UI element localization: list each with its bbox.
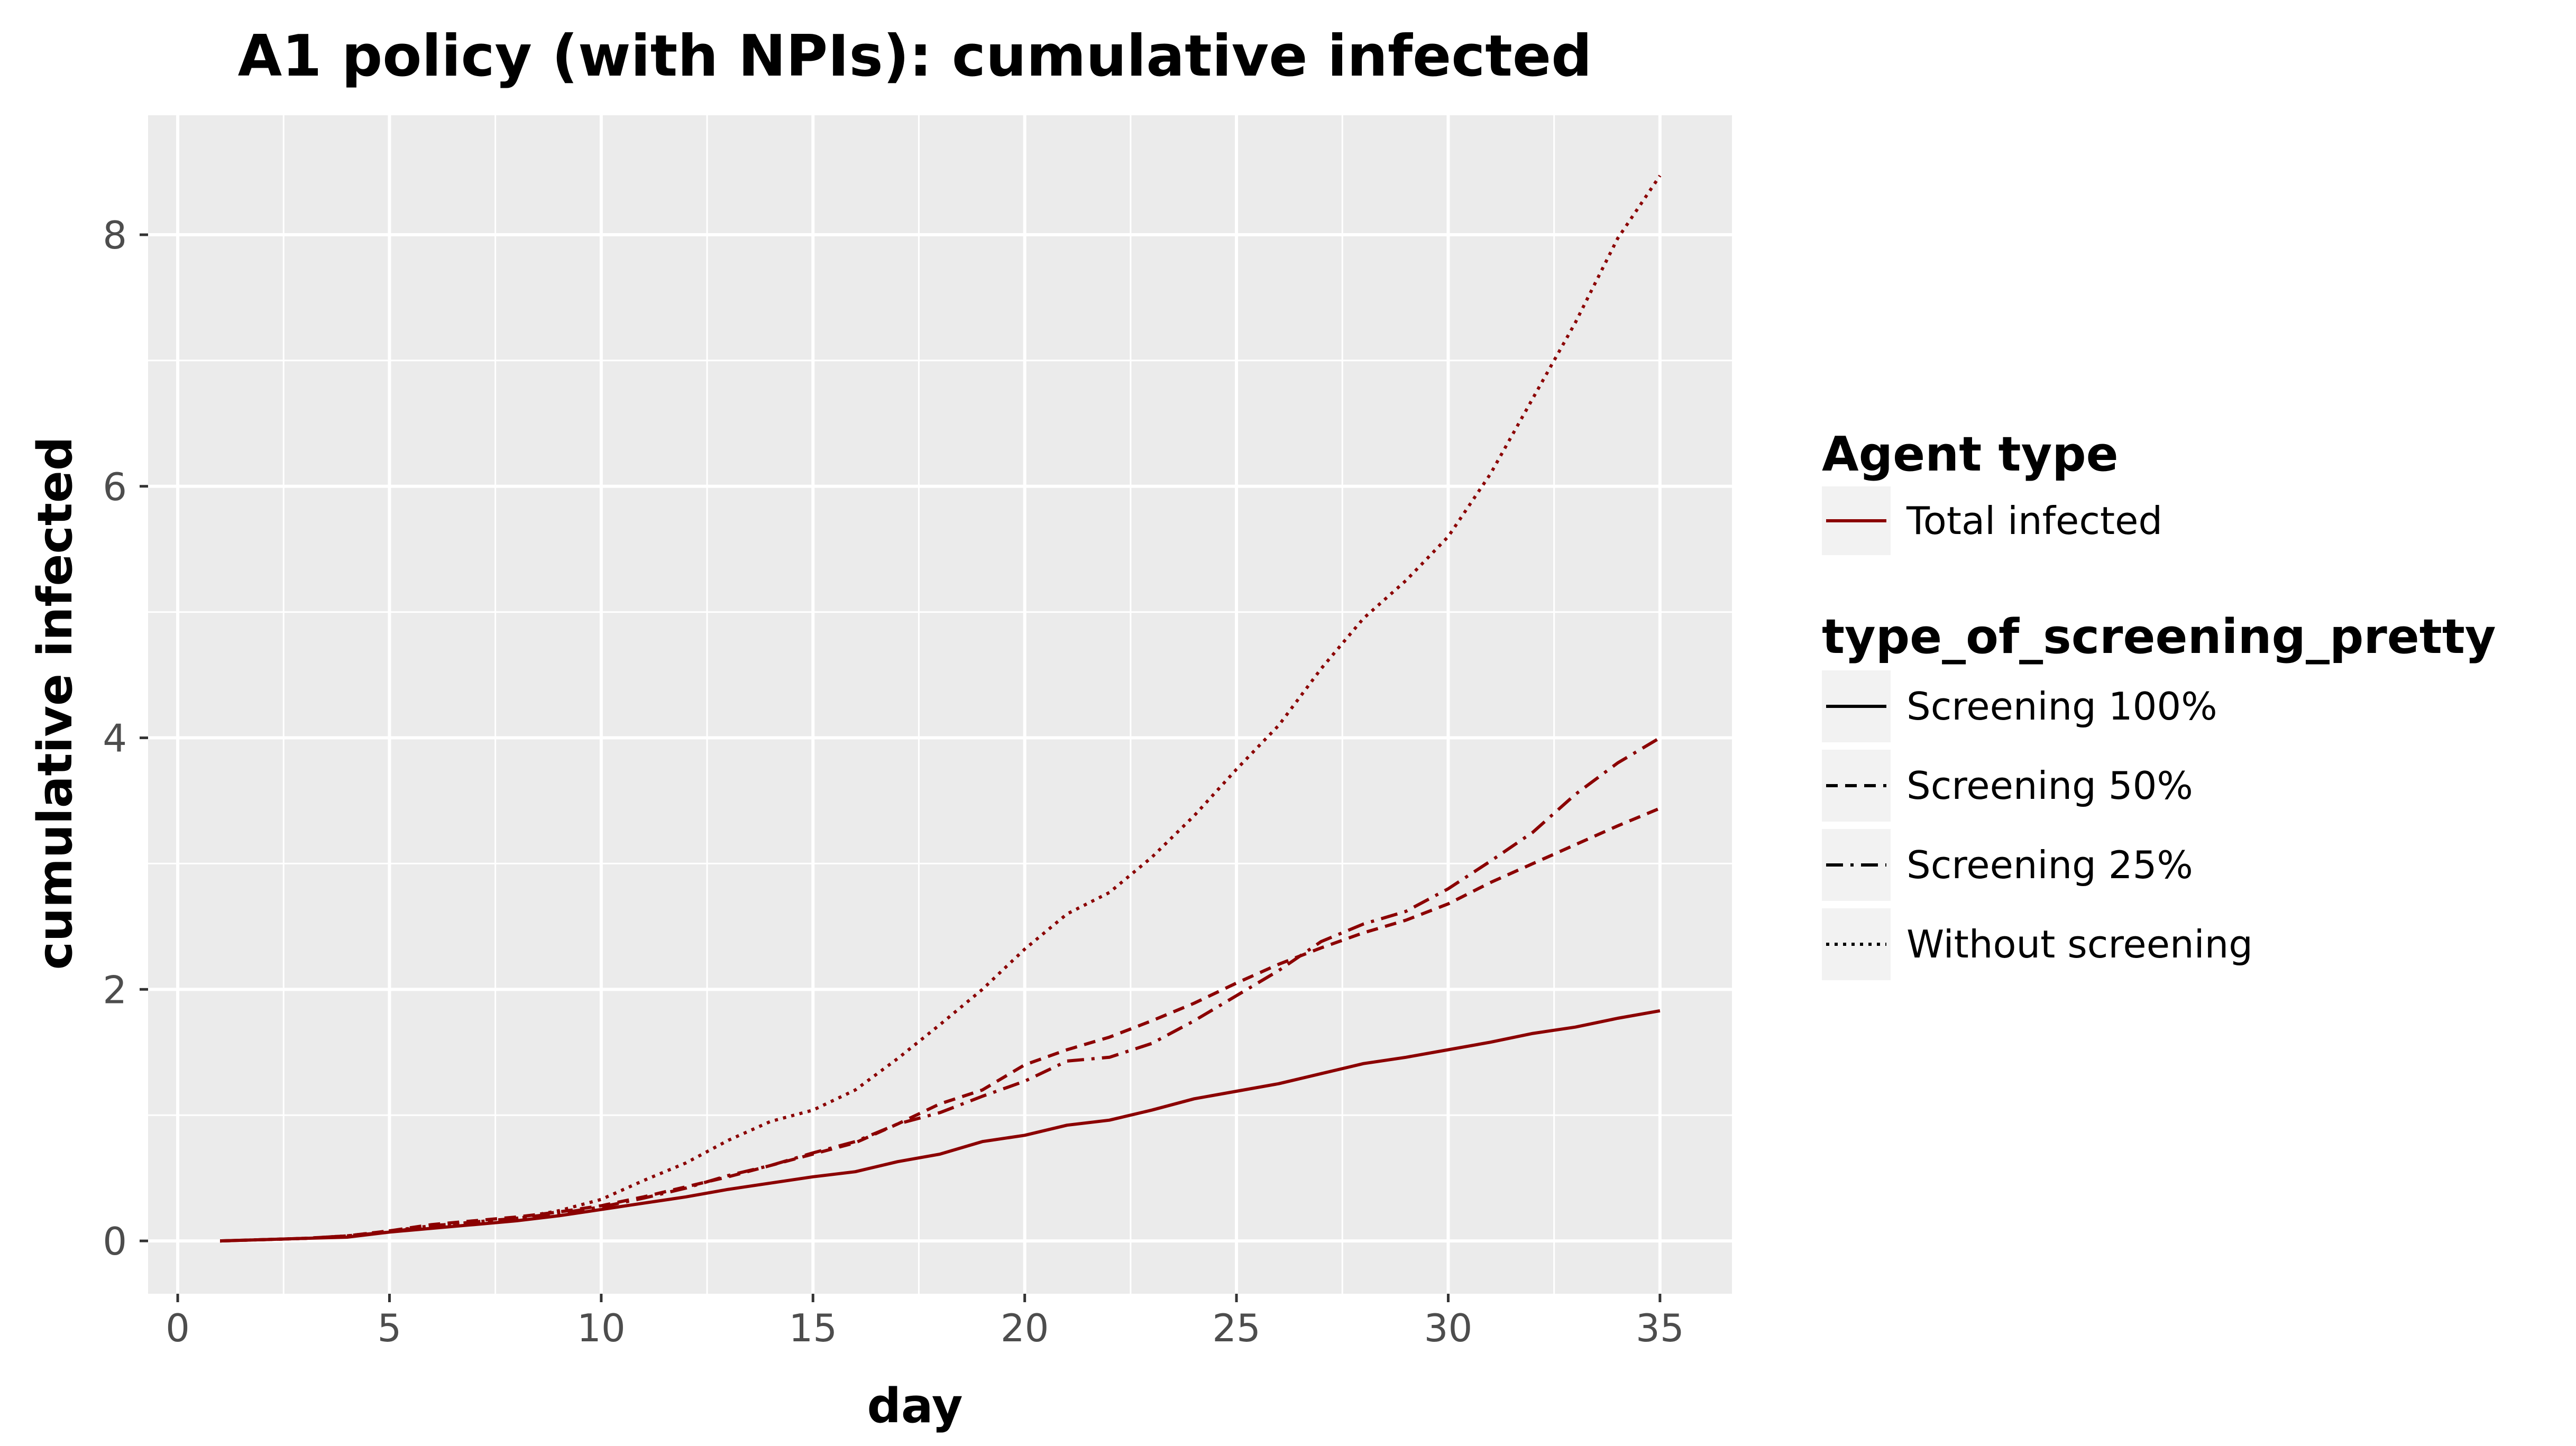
x-tick-label: 30 [1424,1306,1473,1350]
legend-label-total-infected: Total infected [1906,499,2162,543]
y-axis: 0 2 4 6 8 [103,213,148,1264]
legend-label-screening-25: Screening 25% [1906,843,2193,887]
x-tick-label: 10 [577,1306,626,1350]
chart-title: A1 policy (with NPIs): cumulative infect… [238,23,1592,89]
legend-label-screening-100: Screening 100% [1906,684,2217,729]
y-tick-label: 4 [103,716,127,761]
legend-label-without-screening: Without screening [1906,922,2253,966]
x-tick-label: 15 [789,1306,837,1350]
plot-panel [148,115,1732,1294]
legend-linetype-title: type_of_screening_pretty [1822,609,2496,665]
x-tick-label: 35 [1636,1306,1684,1350]
grid-major [148,115,1732,1294]
y-tick-label: 8 [103,213,127,257]
y-tick-label: 0 [103,1219,127,1264]
y-tick-label: 2 [103,968,127,1012]
x-tick-label: 25 [1212,1306,1261,1350]
series-layer [220,174,1662,1243]
x-axis-title: day [867,1378,962,1434]
series-line-screening-25 [220,736,1661,1243]
legend-key-bg [1822,908,1891,980]
legend: Agent type Total infected type_of_screen… [1822,427,2496,980]
legend-label-screening-50: Screening 50% [1906,763,2193,808]
y-axis-title: cumulative infected [27,437,83,970]
x-tick-label: 0 [166,1306,190,1350]
grid-minor [148,115,1732,1294]
y-tick-label: 6 [103,465,127,509]
x-tick-label: 20 [1001,1306,1049,1350]
x-tick-label: 5 [378,1306,402,1350]
x-axis: 0 5 10 15 20 25 30 35 [166,1294,1684,1350]
legend-color-title: Agent type [1822,427,2119,482]
series-line-screening-100 [220,1009,1661,1243]
